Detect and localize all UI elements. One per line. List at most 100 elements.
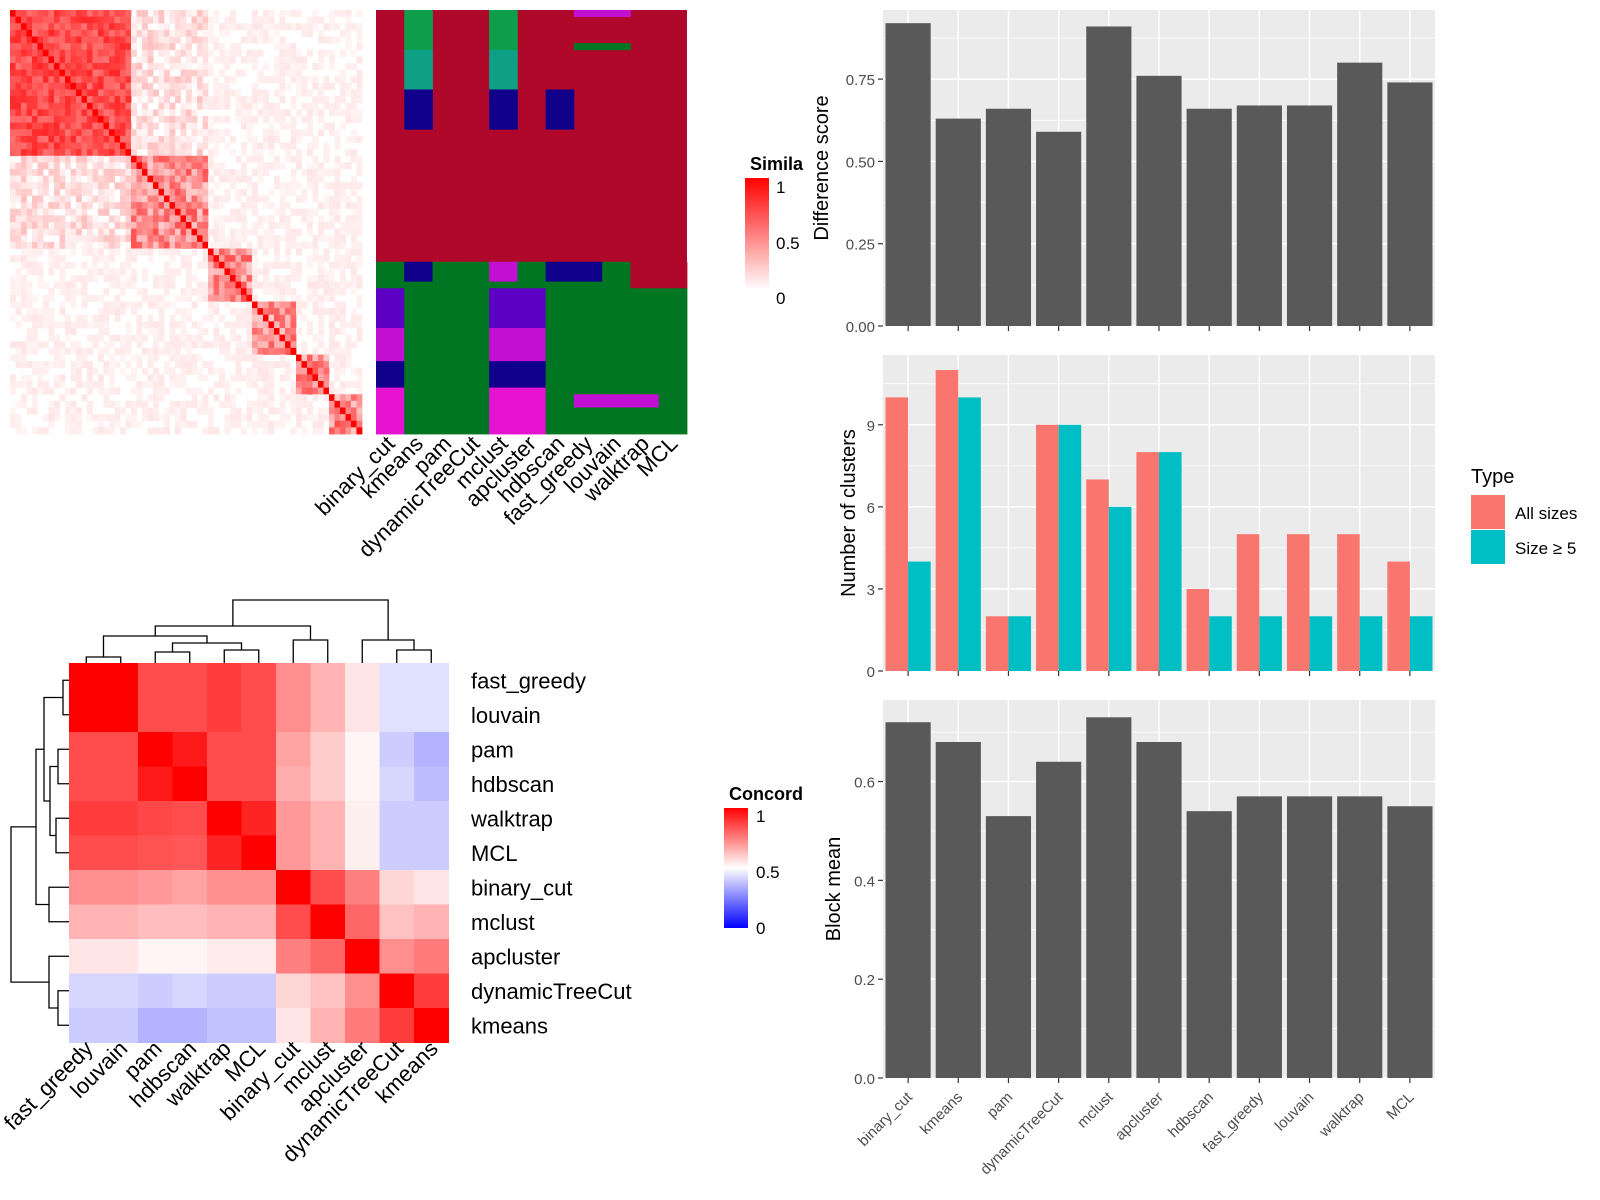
similarity-cell [98, 241, 104, 249]
similarity-cell [158, 208, 165, 216]
similarity-cell [191, 354, 198, 362]
similarity-cell [301, 56, 308, 64]
similarity-cell [21, 16, 27, 24]
similarity-cell [329, 169, 335, 177]
similarity-cell [202, 116, 209, 124]
similarity-cell [142, 169, 148, 177]
similarity-cell [213, 10, 220, 18]
y-tick-label: 0 [867, 664, 875, 681]
similarity-cell [318, 222, 324, 230]
similarity-cell [235, 169, 242, 177]
similarity-cell [92, 89, 99, 97]
similarity-cell [158, 36, 165, 44]
similarity-cell [356, 400, 363, 408]
similarity-cell [54, 102, 60, 110]
similarity-cell [120, 182, 126, 190]
similarity-cell [323, 281, 330, 289]
similarity-cell [32, 294, 38, 302]
concordance-cell [103, 766, 139, 802]
assignment-cell [517, 420, 547, 428]
similarity-cell [274, 241, 280, 249]
similarity-cell [334, 169, 341, 177]
similarity-cell [103, 102, 110, 110]
similarity-cell [213, 16, 220, 24]
similarity-cell [153, 208, 159, 216]
assignment-cell [602, 347, 631, 355]
similarity-cell [59, 63, 66, 71]
similarity-cell [235, 367, 242, 375]
similarity-cell [334, 235, 341, 243]
similarity-cell [43, 341, 49, 349]
similarity-cell [252, 261, 258, 269]
similarity-cell [197, 294, 203, 302]
similarity-cell [296, 354, 302, 362]
similarity-cell [301, 374, 308, 382]
similarity-cell [120, 76, 126, 84]
similarity-cell [263, 367, 269, 375]
similarity-cell [103, 314, 110, 322]
similarity-cell [285, 275, 291, 283]
similarity-cell [191, 122, 198, 130]
similarity-cell [26, 314, 33, 322]
similarity-cell [81, 381, 88, 389]
assignment-cell [658, 407, 688, 415]
similarity-cell [169, 10, 176, 18]
concordance-cell [103, 904, 139, 940]
similarity-cell [180, 135, 187, 143]
similarity-cell [164, 367, 170, 375]
similarity-cell [10, 16, 16, 24]
similarity-cell [318, 255, 324, 263]
similarity-cell [268, 76, 275, 84]
similarity-cell [230, 308, 236, 316]
similarity-cell [186, 275, 192, 283]
similarity-cell [224, 76, 231, 84]
similarity-cell [114, 102, 121, 110]
similarity-cell [268, 10, 275, 18]
similarity-cell [48, 96, 55, 104]
similarity-cell [125, 102, 132, 110]
similarity-cell [32, 328, 38, 336]
similarity-cell [312, 10, 319, 18]
assignment-cell [489, 43, 518, 51]
similarity-cell [235, 321, 242, 329]
bar [1409, 616, 1433, 671]
concordance-cell [276, 973, 311, 1009]
concordance-cell [345, 870, 380, 905]
similarity-cell [268, 122, 275, 130]
similarity-cell [191, 109, 198, 117]
similarity-cell [296, 261, 302, 269]
similarity-cell [136, 288, 143, 296]
similarity-cell [224, 235, 231, 243]
similarity-cell [175, 414, 181, 422]
assignment-cell [602, 268, 631, 276]
similarity-cell [169, 228, 176, 236]
similarity-cell [263, 400, 269, 408]
similarity-cell [37, 129, 44, 137]
similarity-cell [356, 294, 363, 302]
similarity-cell [334, 281, 341, 289]
similarity-cell [219, 241, 225, 249]
similarity-cell [208, 387, 214, 395]
similarity-cell [131, 235, 137, 243]
similarity-cell [340, 109, 346, 117]
similarity-cell [169, 248, 176, 256]
similarity-cell [92, 109, 99, 117]
similarity-cell [235, 341, 242, 349]
similarity-cell [125, 420, 132, 428]
similarity-cell [70, 10, 77, 18]
similarity-cell [241, 374, 247, 382]
similarity-cell [318, 334, 324, 342]
assignment-cell [573, 414, 603, 422]
assignment-cell [630, 407, 660, 415]
similarity-cell [54, 182, 60, 190]
similarity-cell [48, 29, 55, 37]
similarity-cell [26, 122, 33, 130]
similarity-cell [136, 63, 143, 71]
similarity-cell [186, 354, 192, 362]
similarity-cell [219, 56, 225, 64]
assignment-cell [602, 261, 631, 269]
similarity-cell [26, 301, 33, 309]
similarity-cell [274, 407, 280, 415]
assignment-cell [460, 374, 490, 382]
